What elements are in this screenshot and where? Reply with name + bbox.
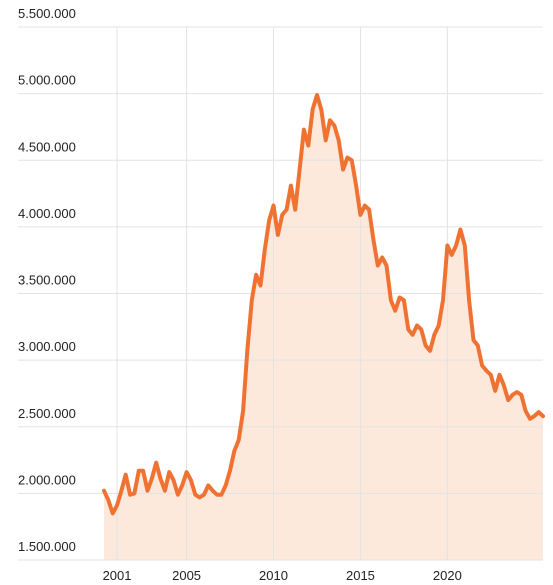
area bbox=[104, 95, 543, 560]
x-tick-label: 2005 bbox=[172, 568, 201, 583]
y-tick-label: 2.500.000 bbox=[18, 406, 76, 421]
x-tick-label: 2001 bbox=[103, 568, 132, 583]
y-tick-label: 5.500.000 bbox=[18, 6, 76, 21]
y-tick-label: 3.000.000 bbox=[18, 339, 76, 354]
y-tick-label: 4.500.000 bbox=[18, 139, 76, 154]
y-tick-label: 3.500.000 bbox=[18, 273, 76, 288]
x-tick-label: 2015 bbox=[346, 568, 375, 583]
y-tick-label: 1.500.000 bbox=[18, 539, 76, 554]
x-tick-label: 2010 bbox=[259, 568, 288, 583]
y-tick-label: 4.000.000 bbox=[18, 206, 76, 221]
y-tick-label: 5.000.000 bbox=[18, 73, 76, 88]
x-tick-label: 2020 bbox=[433, 568, 462, 583]
line bbox=[102, 93, 545, 516]
y-tick-label: 2.000.000 bbox=[18, 472, 76, 487]
